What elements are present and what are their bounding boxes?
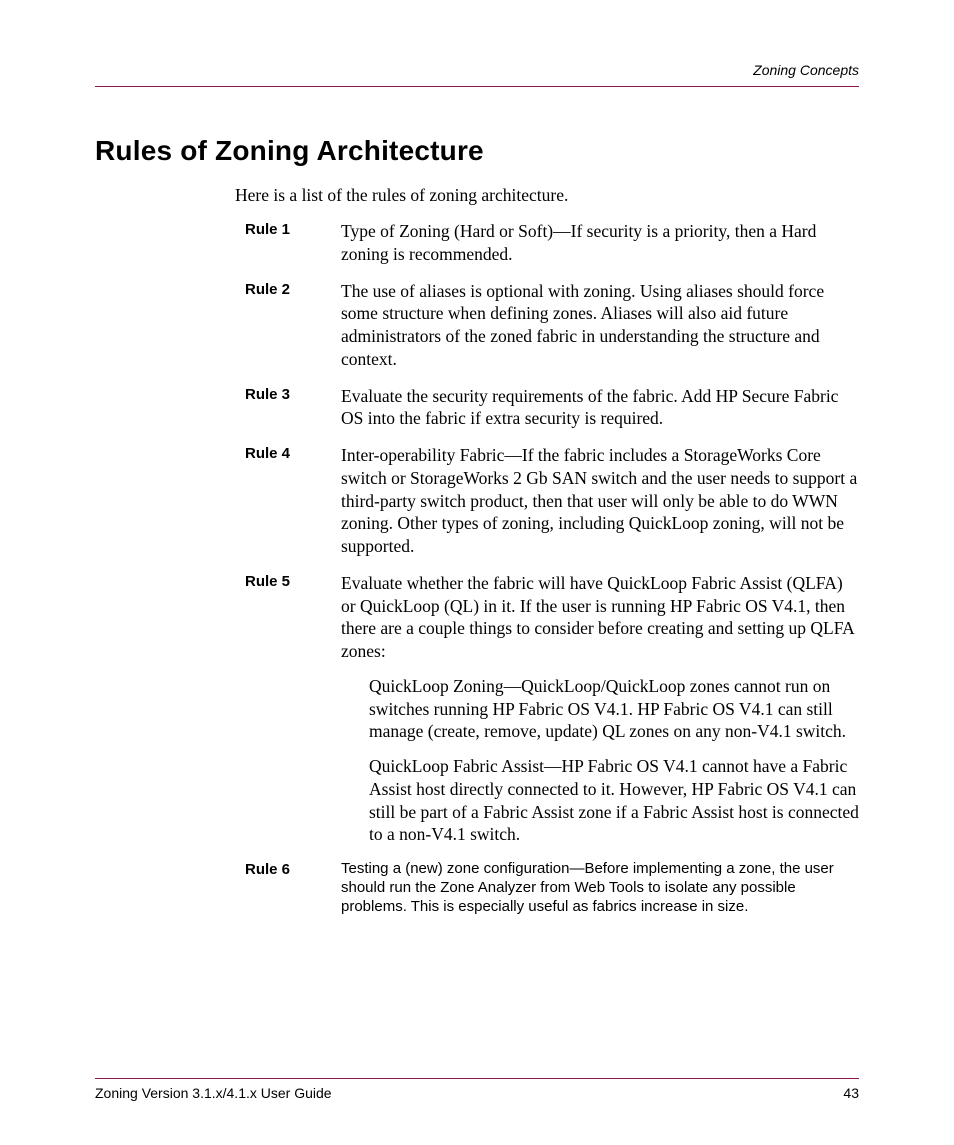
rule-text: Evaluate whether the fabric will have Qu… bbox=[341, 572, 859, 846]
rule-item: Rule 1 Type of Zoning (Hard or Soft)—If … bbox=[245, 220, 859, 266]
rule-sub-text: QuickLoop Zoning—QuickLoop/QuickLoop zon… bbox=[369, 675, 859, 743]
page-title: Rules of Zoning Architecture bbox=[95, 135, 859, 167]
rule-text: Evaluate the security requirements of th… bbox=[341, 385, 859, 431]
rule-text: Type of Zoning (Hard or Soft)—If securit… bbox=[341, 220, 859, 266]
rule-item: Rule 2 The use of aliases is optional wi… bbox=[245, 280, 859, 371]
rule-text: Testing a (new) zone configuration—Befor… bbox=[341, 860, 859, 916]
rule-label: Rule 4 bbox=[245, 444, 341, 558]
rule-text: The use of aliases is optional with zoni… bbox=[341, 280, 859, 371]
page-header: Zoning Concepts bbox=[95, 62, 859, 87]
rule-item: Rule 5 Evaluate whether the fabric will … bbox=[245, 572, 859, 846]
rule-sub-text: QuickLoop Fabric Assist—HP Fabric OS V4.… bbox=[369, 755, 859, 846]
rule-label: Rule 3 bbox=[245, 385, 341, 431]
footer-page-number: 43 bbox=[843, 1085, 859, 1101]
rule-text: Inter-operability Fabric—If the fabric i… bbox=[341, 444, 859, 558]
rule-item: Rule 4 Inter-operability Fabric—If the f… bbox=[245, 444, 859, 558]
intro-text: Here is a list of the rules of zoning ar… bbox=[235, 185, 859, 206]
footer-doc-title: Zoning Version 3.1.x/4.1.x User Guide bbox=[95, 1085, 332, 1101]
rule-label: Rule 5 bbox=[245, 572, 341, 846]
page: Zoning Concepts Rules of Zoning Architec… bbox=[0, 0, 954, 916]
rules-list: Rule 1 Type of Zoning (Hard or Soft)—If … bbox=[245, 220, 859, 916]
rule-item: Rule 6 Testing a (new) zone configuratio… bbox=[245, 860, 859, 916]
rule-label: Rule 2 bbox=[245, 280, 341, 371]
rule-label: Rule 1 bbox=[245, 220, 341, 266]
rule-text-main: Evaluate whether the fabric will have Qu… bbox=[341, 573, 854, 661]
rule-item: Rule 3 Evaluate the security requirement… bbox=[245, 385, 859, 431]
header-section-title: Zoning Concepts bbox=[753, 62, 859, 78]
page-footer: Zoning Version 3.1.x/4.1.x User Guide 43 bbox=[95, 1078, 859, 1101]
rule-label: Rule 6 bbox=[245, 860, 341, 916]
